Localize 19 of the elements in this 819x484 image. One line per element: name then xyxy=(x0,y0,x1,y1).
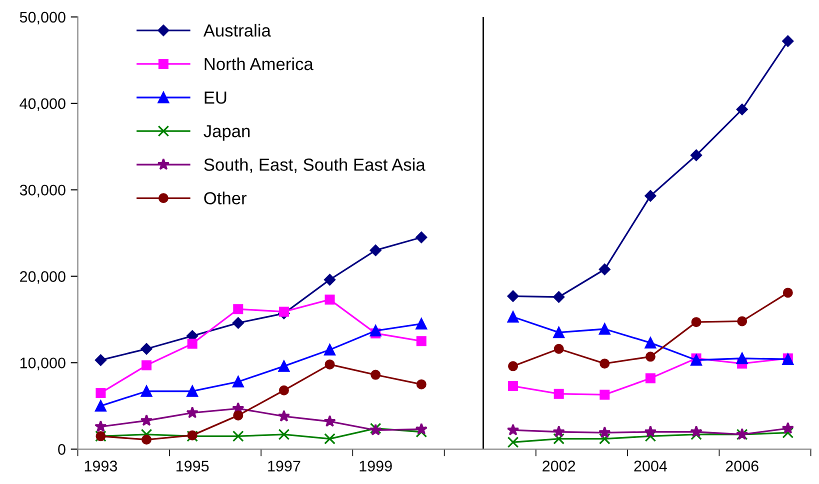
x-tick-label: 2004 xyxy=(634,460,668,472)
y-tick-label: 30,000 xyxy=(20,184,66,198)
legend-label: EU xyxy=(204,92,226,104)
y-tick-label: 20,000 xyxy=(20,271,66,284)
y-tick-label: 50,000 xyxy=(20,12,66,24)
x-tick-label: 1997 xyxy=(268,460,300,472)
x-tick-label: 2006 xyxy=(726,460,758,472)
y-tick-label: 40,000 xyxy=(20,98,66,111)
x-tick-label: 1993 xyxy=(84,460,118,472)
legend-label: Other xyxy=(204,192,247,204)
legend-label: Japan xyxy=(204,125,250,141)
x-tick-label: 1995 xyxy=(176,460,209,472)
y-tick-label: 10,000 xyxy=(20,358,66,370)
y-tick-label: 0 xyxy=(58,444,66,455)
legend-label: South, East, South East Asia xyxy=(204,158,426,173)
x-tick-label: 2002 xyxy=(542,460,576,472)
x-tick-label: 1999 xyxy=(360,460,392,472)
legend-label: North America xyxy=(204,57,314,70)
legend-label: Australia xyxy=(203,24,271,37)
